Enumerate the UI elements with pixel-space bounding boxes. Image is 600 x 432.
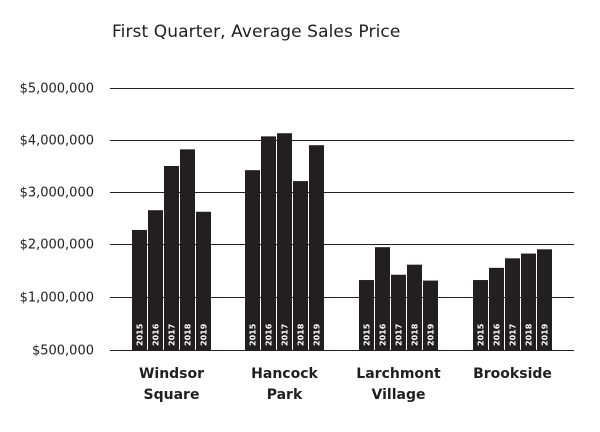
bar-year-label: 2016 [379,323,388,346]
bar [407,264,422,350]
bar [505,258,520,350]
category-label: Larchmont [356,366,441,382]
bar [164,166,179,350]
bar-year-label: 2018 [297,323,306,346]
bars: 2015 2016 2017 2018 2019 2015 2016 2017 2018 2019… [132,133,552,350]
bar [473,280,488,350]
category-label: Park [267,387,303,403]
bar-year-label: 2018 [184,323,193,346]
bar-year-label: 2017 [168,324,177,346]
y-tick-label: $2,000,000 [20,238,94,253]
y-tick-label: $5,000,000 [20,82,94,97]
y-tick-label: $1,000,000 [20,291,94,306]
bar-year-label: 2015 [136,323,145,346]
bar [489,267,504,350]
bar-year-label: 2019 [313,323,322,346]
bar-year-label: 2016 [265,323,274,346]
bar-year-label: 2015 [477,323,486,346]
bar [359,280,374,350]
bar [196,211,211,350]
bar-year-label: 2016 [152,323,161,346]
bar [277,133,292,350]
category-label: Square [144,387,200,403]
bar [309,145,324,350]
bar-year-label: 2017 [395,324,404,346]
bar-group: 2015 2016 2017 2018 2019 [359,247,438,350]
bar [423,280,438,350]
bar-group: 2015 2016 2017 2018 2019 [473,249,552,350]
bar-year-label: 2019 [200,323,209,346]
y-tick-label: $4,000,000 [20,134,94,149]
bar-year-label: 2015 [363,323,372,346]
bar [537,249,552,350]
bar-year-label: 2018 [525,323,534,346]
bar [245,170,260,350]
bar [521,253,536,350]
category-label: Brookside [473,366,552,382]
bar [180,149,195,350]
bar-group: 2015 2016 2017 2018 2019 [245,133,324,350]
chart-title: First Quarter, Average Sales Price [112,22,401,42]
y-tick-label: $500,000 [32,344,94,359]
bar-year-label: 2017 [509,324,518,346]
bar-year-label: 2019 [427,323,436,346]
category-label: Hancock [251,366,318,382]
bar [132,229,147,350]
bar-year-label: 2017 [281,324,290,346]
bar-group: 2015 2016 2017 2018 2019 [132,149,211,350]
category-label: Windsor [139,366,204,382]
category-label: Village [372,387,426,403]
bar-year-label: 2016 [493,323,502,346]
bar-year-label: 2018 [411,323,420,346]
bar-year-label: 2019 [541,323,550,346]
bar [293,181,308,350]
y-axis-labels: $500,000 $1,000,000 $2,000,000 $3,000,000 $4… [20,82,94,359]
bar [148,210,163,350]
bar [375,247,390,350]
bar [261,136,276,350]
bar [391,274,406,350]
bar-year-label: 2015 [249,323,258,346]
category-labels: Windsor Square Hancock Park Larchmont Village… [139,366,552,403]
y-tick-label: $3,000,000 [20,186,94,201]
gridlines [110,88,574,351]
